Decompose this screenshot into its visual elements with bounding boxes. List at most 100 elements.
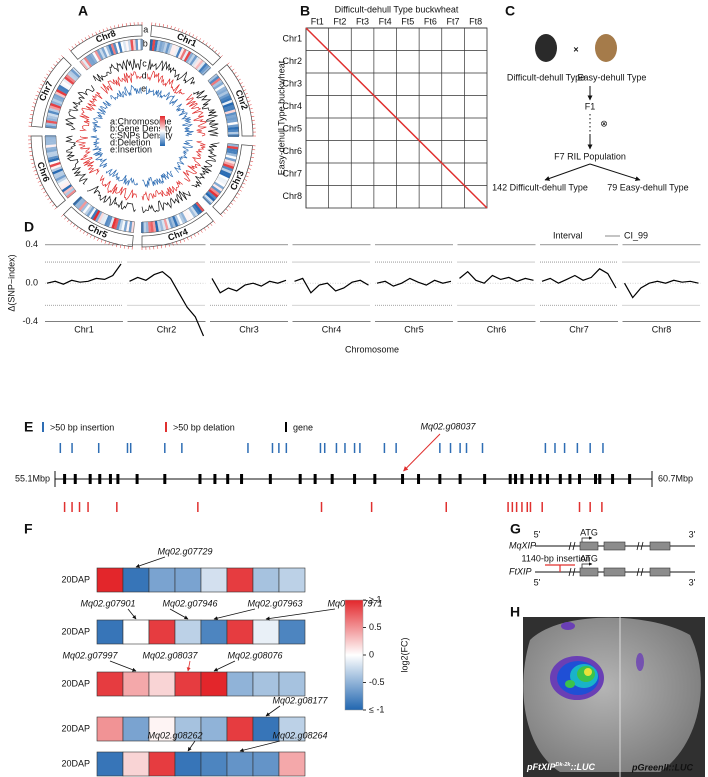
five-prime: 5' [534,577,541,587]
interval-line [129,271,205,337]
density-band [92,51,100,63]
x-axis-label: Chromosome [345,344,399,354]
interval-line [376,277,452,287]
ring-tick [192,34,194,38]
legend-entry: c:SNPs Density [110,130,173,140]
heatmap-cell [122,716,150,742]
gene-mark [330,474,334,484]
density-band [201,66,212,76]
density-band [206,190,217,200]
ring-tick [185,30,187,34]
density-band [227,145,239,150]
heatmap-cell [148,671,176,697]
ring-tick [47,197,51,200]
density-band [92,210,101,221]
row-label: 20DAP [61,574,90,584]
panel-label: C [505,3,515,19]
legend-entry: Interval [553,230,583,240]
density-band [176,213,183,226]
density-band [74,197,84,208]
legend-swatch [42,422,44,432]
density-band [46,117,58,122]
x-tick-label: Chr4 [322,324,342,334]
density-band [227,126,239,131]
ring-tick [79,228,82,232]
ring-tick [229,65,232,68]
density-band [147,221,152,233]
density-band [180,211,188,223]
ring-tick [223,211,226,214]
density-band [213,81,224,90]
density-band [158,40,164,53]
gene-arrow [213,660,236,672]
ring-tick [242,182,246,185]
density-band [169,216,176,228]
row-label: Chr6 [282,146,302,156]
density-band [108,44,115,56]
grid-frame [305,27,488,209]
ring-tick [162,24,164,28]
row-label: 20DAP [61,758,90,768]
variant-mark [359,443,361,453]
variant-mark [129,443,132,453]
density-band [185,52,194,64]
ring-tick [81,39,84,42]
ring-tick [100,239,103,243]
track-letter: e [141,83,146,93]
chromosome-ring [63,206,134,247]
colorbar-tick-label: 0 [369,649,374,659]
seed-dark [535,34,557,62]
heatmap-cell [96,619,124,645]
heatmap-cell [174,619,202,645]
density-band [179,48,187,60]
density-band [205,192,216,202]
ring-tick [32,166,36,168]
ring-tick [237,192,240,195]
construct-part: pFtXIP [526,762,556,772]
gene-mark [268,474,272,484]
heatmap-cell [148,567,176,593]
density-band [108,216,115,228]
heatmap-cell [174,671,202,697]
heatmap-cell [96,751,124,777]
density-band [115,42,121,54]
variant-mark [353,443,356,453]
circos-track [75,135,100,175]
ring-tick [48,70,52,73]
ring-tick [228,205,231,208]
chromosome-ring [150,25,221,66]
circos-track [99,175,137,201]
density-band [137,39,141,51]
ring-tick [76,226,79,230]
density-band [156,40,161,52]
variant-mark [589,443,591,453]
heatmap-cell [252,567,280,593]
construct-label: pGreenII::LUC [631,762,694,772]
row-label: Chr5 [282,124,302,134]
group-label: 79 Easy-dehull Type [607,182,688,192]
circos-track [90,135,108,168]
circos-track [110,84,142,101]
density-frame [202,143,239,205]
gene-mark [298,474,302,484]
density-band [191,56,200,67]
ring-tick [110,26,112,30]
ring-tick [53,64,56,67]
circos-track [105,168,139,186]
ring-tick [54,207,58,210]
five-prime: 5' [534,529,541,539]
signal [561,622,575,630]
density-band [86,206,95,217]
interval-line [541,268,617,289]
density-frame [45,67,82,129]
luciferase-image [523,617,705,777]
gene-arrow [135,556,166,568]
variant-mark [515,502,518,512]
track-letter: d [142,70,147,80]
density-band [223,104,235,111]
ring-tick [30,114,34,116]
heatmap-cell [174,751,202,777]
density-band [212,79,223,89]
density-band [183,51,192,62]
track-letter: b [143,38,148,48]
